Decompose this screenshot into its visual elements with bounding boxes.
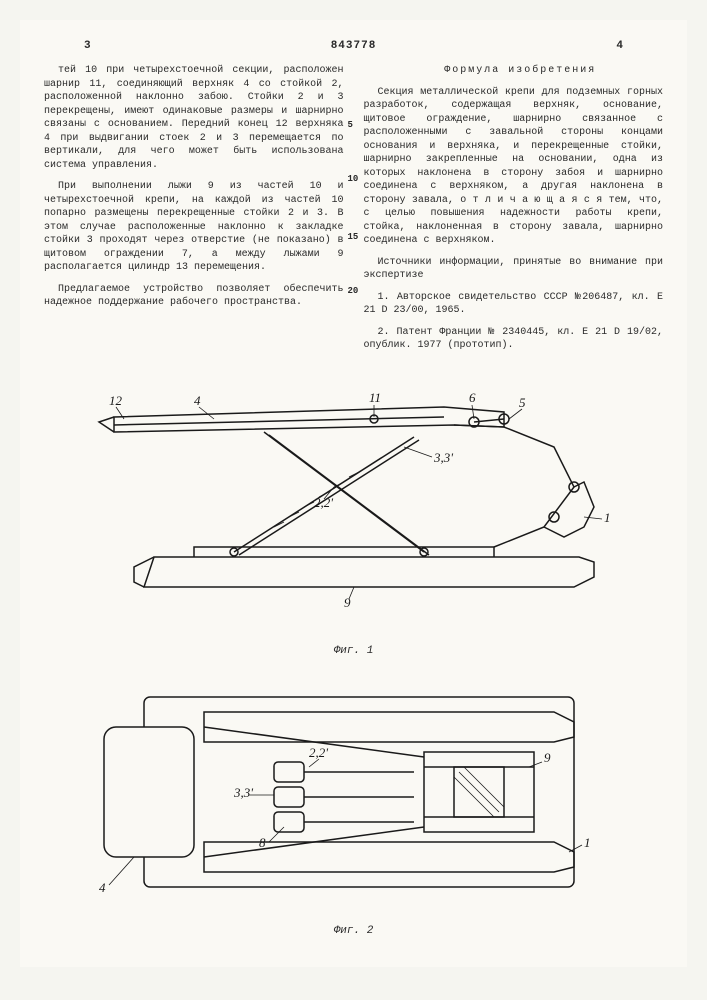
sources-title: Источники информации, принятые во вниман… [364, 256, 664, 283]
fig-label: 3,3' [433, 450, 453, 465]
line-number: 20 [348, 286, 359, 296]
figure-1-caption: Фиг. 1 [44, 645, 663, 657]
fig-label: 2,2' [314, 495, 333, 510]
page-number-left: 3 [84, 40, 91, 52]
formula-title: Формула изобретения [364, 64, 664, 78]
text-columns: тей 10 при четырехстоечной секции, распо… [44, 64, 663, 361]
line-number: 5 [348, 120, 353, 130]
fig-label: 4 [99, 880, 106, 895]
fig-label: 12 [109, 393, 123, 408]
fig-label: 3,3' [233, 785, 253, 800]
fig-label: 11 [369, 390, 381, 405]
fig-label: 6 [469, 390, 476, 405]
fig-label: 5 [519, 395, 526, 410]
page-number-right: 4 [616, 40, 623, 52]
patent-page: 3 843778 4 5 10 15 20 тей 10 при четырех… [20, 20, 687, 967]
paragraph: Предлагаемое устройство позволяет обеспе… [44, 283, 344, 310]
claim-paragraph: Секция металлической крепи для подземных… [364, 86, 664, 248]
paragraph: При выполнении лыжи 9 из частей 10 и чет… [44, 180, 344, 275]
text-block: 5 10 15 20 тей 10 при четырехстоечной се… [44, 64, 663, 361]
source-item: 1. Авторское свидетельство СССР №206487,… [364, 291, 664, 318]
left-column: тей 10 при четырехстоечной секции, распо… [44, 64, 344, 361]
figure-2: 2,2' 3,3' 8 4 9 1 Фиг. 2 [44, 667, 663, 937]
fig-label: 2,2' [309, 745, 328, 760]
figure-2-svg: 2,2' 3,3' 8 4 9 1 [74, 667, 634, 917]
source-item: 2. Патент Франции № 2340445, кл. E 21 D … [364, 326, 664, 353]
line-number: 10 [348, 174, 359, 184]
paragraph: тей 10 при четырехстоечной секции, распо… [44, 64, 344, 172]
page-header: 3 843778 4 [44, 40, 663, 52]
line-number: 15 [348, 232, 359, 242]
figure-2-caption: Фиг. 2 [44, 925, 663, 937]
figure-1: 12 4 11 6 5 3,3' 2,2' 1 9 [44, 377, 663, 657]
document-number: 843778 [331, 40, 377, 52]
figures-block: 12 4 11 6 5 3,3' 2,2' 1 9 [44, 377, 663, 937]
figure-1-svg: 12 4 11 6 5 3,3' 2,2' 1 9 [74, 377, 634, 637]
fig-label: 1 [584, 835, 591, 850]
right-column: Формула изобретения Секция металлической… [364, 64, 664, 361]
fig-label: 9 [544, 750, 551, 765]
fig-label: 4 [194, 393, 201, 408]
fig-label: 1 [604, 510, 611, 525]
fig-label: 8 [259, 835, 266, 850]
